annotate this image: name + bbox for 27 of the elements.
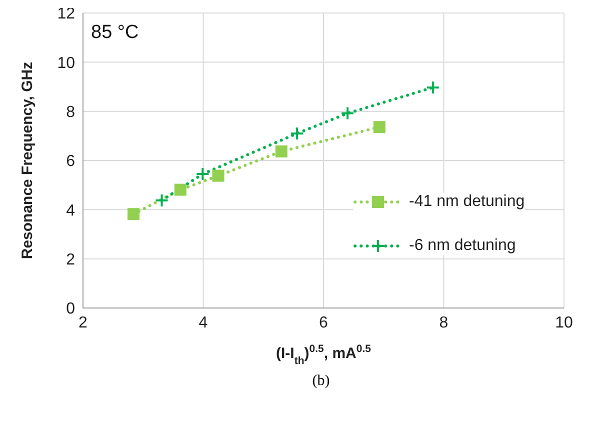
- y-tick-label: 10: [57, 54, 76, 72]
- y-tick-label: 6: [66, 153, 76, 170]
- x-tick-label: 2: [78, 314, 88, 332]
- point: [340, 106, 355, 120]
- point: [373, 121, 386, 134]
- point: [154, 193, 169, 208]
- x-tick-label: 8: [439, 314, 448, 332]
- point: [174, 184, 186, 196]
- point: [275, 145, 288, 158]
- y-tick-label: 8: [66, 104, 76, 122]
- point: [128, 208, 140, 220]
- x-tick-label: 6: [319, 314, 328, 332]
- annotation: 85 °C: [91, 22, 139, 44]
- y-tick-label: 0: [66, 300, 76, 318]
- point: [290, 126, 304, 140]
- point: [196, 167, 210, 182]
- x-axis-title: (I-I$_{th}$)$^{0.5}$, mA$^{0.5}$: [276, 343, 372, 367]
- y-tick-label: 4: [66, 202, 76, 220]
- y-axis-title: Resonance Frequency, GHz: [19, 62, 36, 260]
- point: [426, 80, 440, 94]
- legend-label: -41 nm detuning: [409, 193, 525, 211]
- y-tick-label: 2: [66, 252, 76, 269]
- x-tick-label: 10: [555, 314, 573, 332]
- text: (b): [311, 373, 331, 390]
- point: [212, 170, 224, 182]
- legend-label: -6 nm detuning: [409, 237, 516, 255]
- x-tick-label: 4: [198, 314, 208, 332]
